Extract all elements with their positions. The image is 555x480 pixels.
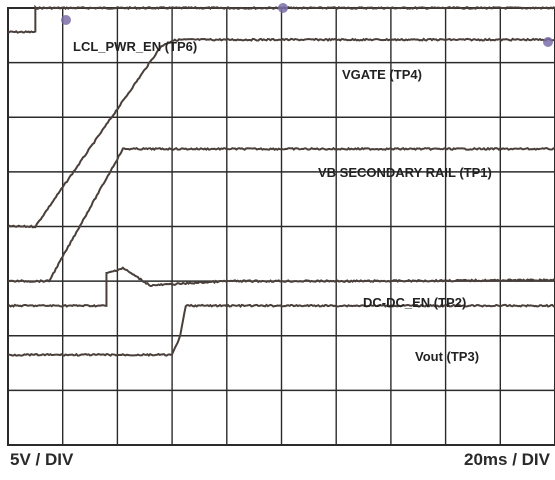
channel-markers: [61, 3, 553, 47]
channel-marker-0: [61, 15, 71, 25]
label-lcl-pwr-en: LCL_PWR_EN (TP6): [73, 39, 197, 54]
trace-4: [7, 303, 555, 357]
channel-marker-1: [278, 3, 288, 13]
label-dc-dc-en: DC-DC_EN (TP2): [363, 295, 466, 310]
label-vout: Vout (TP3): [415, 349, 479, 364]
trace-3: [7, 266, 555, 308]
label-vb-secondary-rail: VB SECONDARY RAIL (TP1): [318, 165, 492, 180]
trace-labels: LCL_PWR_EN (TP6) VGATE (TP4) VB SECONDAR…: [73, 39, 492, 364]
channel-marker-2: [543, 37, 553, 47]
horizontal-scale-label: 20ms / DIV: [464, 450, 550, 469]
trace-1: [7, 37, 555, 229]
trace-group: [7, 4, 555, 357]
label-vgate: VGATE (TP4): [342, 67, 422, 82]
vertical-scale-label: 5V / DIV: [10, 450, 74, 469]
trace-2: [7, 146, 555, 284]
